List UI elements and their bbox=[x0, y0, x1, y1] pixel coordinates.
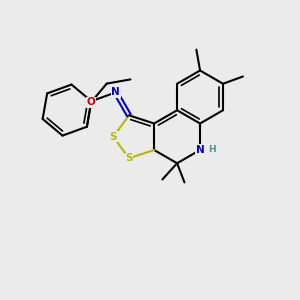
Text: N: N bbox=[111, 87, 120, 98]
Text: H: H bbox=[208, 146, 216, 154]
Text: S: S bbox=[125, 153, 133, 163]
Text: S: S bbox=[110, 132, 117, 142]
Text: N: N bbox=[196, 145, 204, 155]
Text: O: O bbox=[87, 97, 96, 107]
